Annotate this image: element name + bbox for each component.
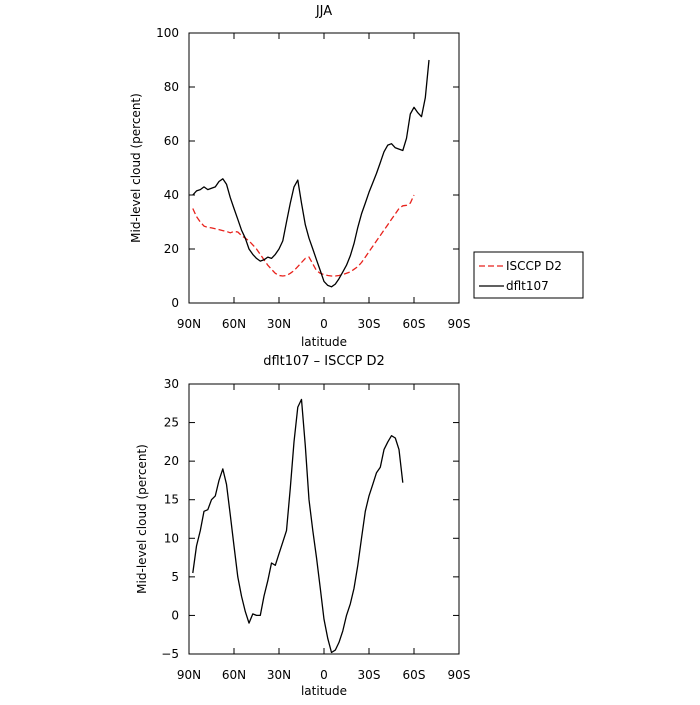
x-tick-label: 60S <box>403 668 426 682</box>
y-tick-label: 30 <box>164 377 179 391</box>
x-tick-label: 60S <box>403 317 426 331</box>
y-tick-label: −5 <box>161 647 179 661</box>
series-group <box>192 59 430 288</box>
x-axis-label: latitude <box>301 335 347 349</box>
x-tick-label: 60N <box>222 668 246 682</box>
x-ticks: 90N 60N 30N 0 30S 60S 90S <box>177 384 471 682</box>
series-line-difference <box>192 398 404 654</box>
y-tick-label: 0 <box>171 608 179 622</box>
legend-label-dflt107: dflt107 <box>506 279 549 293</box>
y-tick-label: 5 <box>171 570 179 584</box>
chart-top: JJA 90N 60N 30N 0 30S 60S 90S 0 20 40 60 80 100 lat… <box>129 4 584 349</box>
y-tick-label: 20 <box>164 242 179 256</box>
y-tick-label: 25 <box>164 416 179 430</box>
chart-title: dflt107 – ISCCP D2 <box>263 354 385 369</box>
x-ticks: 90N 60N 30N 0 30S 60S 90S <box>177 33 471 331</box>
x-tick-label: 30S <box>358 317 381 331</box>
y-axis-label: Mid-level cloud (percent) <box>129 93 143 243</box>
y-tick-label: 10 <box>164 531 179 545</box>
chart-bottom: dflt107 – ISCCP D2 90N 60N 30N 0 30S 60S 90S −… <box>135 354 470 698</box>
legend-box <box>473 251 584 299</box>
plot-frame <box>188 383 460 655</box>
series-line-isccp-d2 <box>192 194 415 277</box>
y-axis-label: Mid-level cloud (percent) <box>135 444 149 594</box>
x-tick-label: 0 <box>320 317 328 331</box>
x-tick-label: 90S <box>448 317 471 331</box>
x-axis-label: latitude <box>301 684 347 698</box>
y-ticks: 0 20 40 60 80 100 <box>156 26 459 310</box>
y-tick-label: 100 <box>156 26 179 40</box>
legend: ISCCP D2 dflt107 <box>473 251 584 299</box>
x-tick-label: 90N <box>177 668 201 682</box>
y-tick-label: 40 <box>164 188 179 202</box>
y-tick-label: 0 <box>171 296 179 310</box>
x-tick-label: 60N <box>222 317 246 331</box>
y-ticks: −5 0 5 10 15 20 25 30 <box>161 377 459 661</box>
x-tick-label: 90S <box>448 668 471 682</box>
x-tick-label: 90N <box>177 317 201 331</box>
y-tick-label: 20 <box>164 454 179 468</box>
x-tick-label: 30N <box>267 317 291 331</box>
legend-label-isccp: ISCCP D2 <box>506 259 562 273</box>
series-group <box>192 398 404 654</box>
series-line-dflt107 <box>192 59 430 288</box>
y-tick-label: 15 <box>164 493 179 507</box>
chart-title: JJA <box>315 4 332 19</box>
x-tick-label: 30S <box>358 668 381 682</box>
y-tick-label: 60 <box>164 134 179 148</box>
plot-frame <box>188 32 460 304</box>
x-tick-label: 0 <box>320 668 328 682</box>
x-tick-label: 30N <box>267 668 291 682</box>
y-tick-label: 80 <box>164 80 179 94</box>
